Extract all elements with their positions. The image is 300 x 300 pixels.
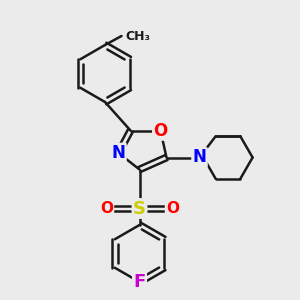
Text: F: F [134, 273, 146, 291]
Text: CH₃: CH₃ [125, 29, 150, 43]
Text: O: O [153, 122, 168, 140]
Text: O: O [166, 201, 179, 216]
Text: N: N [112, 144, 125, 162]
Text: S: S [133, 200, 146, 217]
Text: O: O [100, 201, 113, 216]
Text: N: N [193, 148, 206, 166]
